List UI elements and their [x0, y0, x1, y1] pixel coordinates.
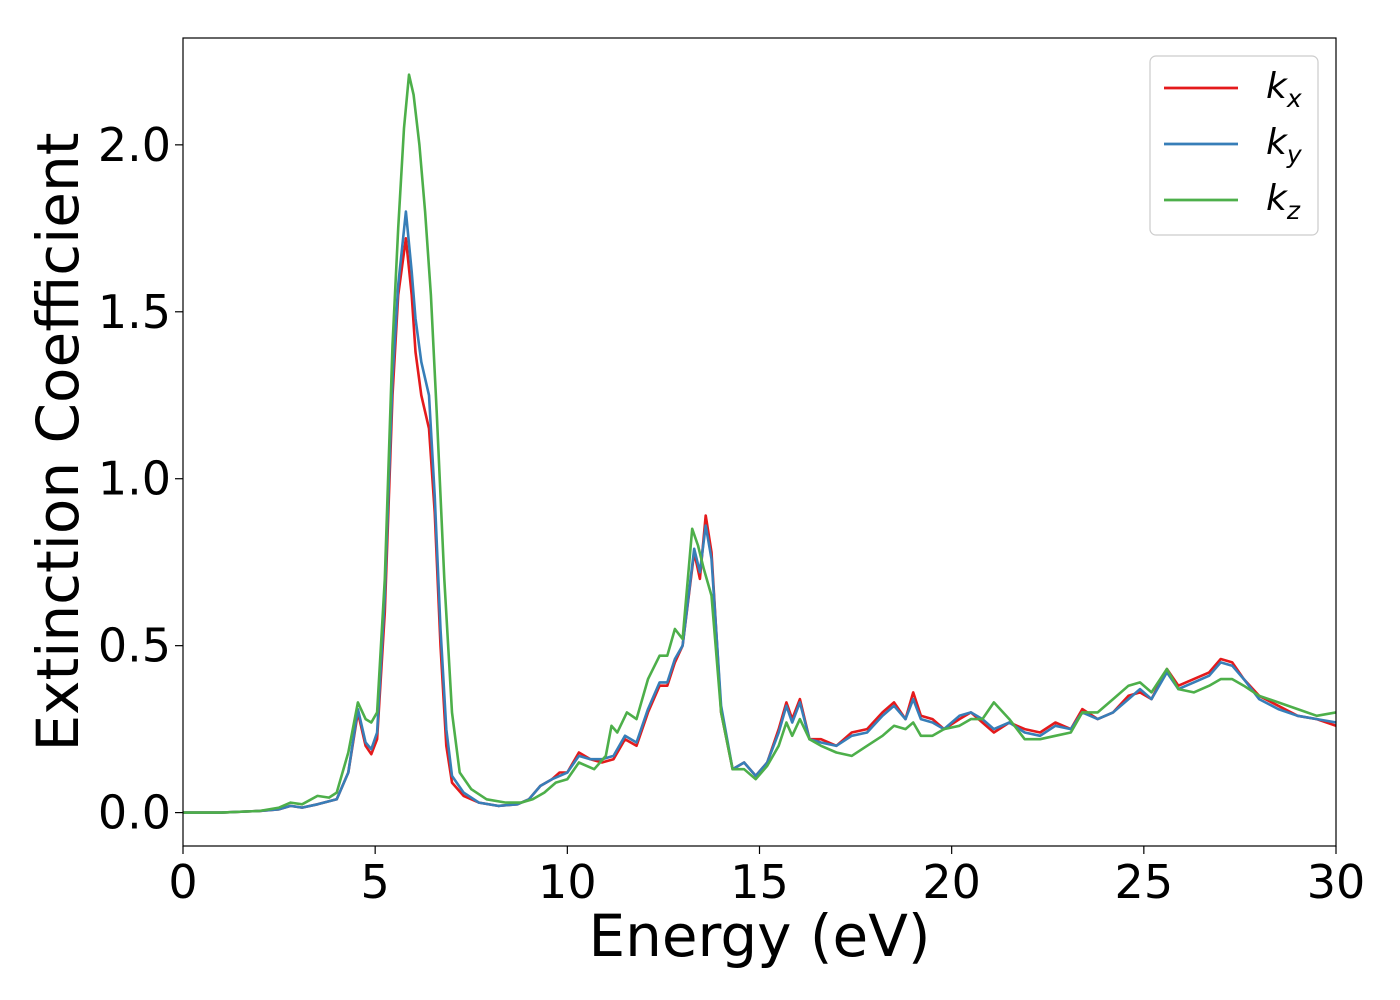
series-line-z [183, 73, 1336, 814]
series-line-y [183, 210, 1336, 814]
x-tick-label: 0 [168, 855, 197, 909]
y-axis-label: Extinction Coefficient [24, 133, 92, 752]
plot-lines [183, 73, 1336, 814]
legend-box [1149, 55, 1319, 236]
x-tick-label: 20 [922, 855, 981, 909]
legend-label-y: ky [1266, 122, 1303, 169]
y-axis: 0.0 0.5 1.0 1.5 2.0 [98, 118, 183, 840]
x-axis: 0 5 10 15 20 25 30 [168, 846, 1365, 909]
y-tick-label: 1.0 [98, 452, 171, 506]
y-tick-label: 0.5 [98, 619, 171, 673]
x-tick-label: 30 [1307, 855, 1366, 909]
x-tick-label: 25 [1115, 855, 1174, 909]
x-axis-label: Energy (eV) [588, 902, 930, 970]
y-tick-label: 0.0 [98, 786, 171, 840]
legend-label-x: kx [1266, 66, 1302, 113]
x-tick-label: 15 [730, 855, 789, 909]
x-tick-label: 10 [538, 855, 597, 909]
y-tick-label: 2.0 [98, 118, 171, 172]
y-tick-label: 1.5 [98, 285, 171, 339]
x-tick-label: 5 [361, 855, 390, 909]
legend: kx ky kz [1149, 55, 1319, 236]
legend-label-z: kz [1266, 178, 1301, 225]
